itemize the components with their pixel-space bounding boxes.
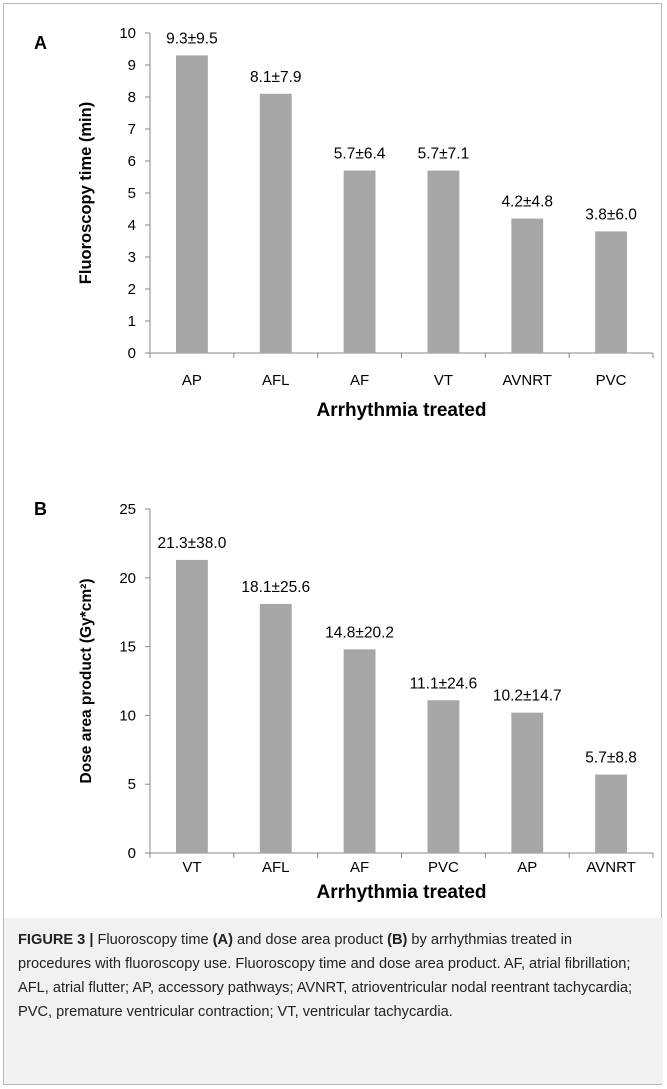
data-label-ap: 10.2±14.7 <box>493 688 562 705</box>
y-tick-label: 7 <box>128 121 136 138</box>
y-tick-label: 25 <box>119 501 136 518</box>
x-tick-label-vt: VT <box>182 859 201 876</box>
bar-vt <box>427 170 460 353</box>
chart-panel-b: B 0 5 10 15 20 25 21.3±38.0 VT 18.1±25.6 AFL 14.8±2… <box>34 499 654 903</box>
bar-af <box>343 649 376 853</box>
y-tick-label: 15 <box>119 639 136 656</box>
y-tick-label: 8 <box>128 89 136 106</box>
caption-text: by arrhythmias treated in procedures wit… <box>18 932 633 1020</box>
data-label-pvc: 3.8±6.0 <box>585 206 637 223</box>
data-label-vt: 5.7±7.1 <box>418 146 470 163</box>
x-tick-label-pvc: PVC <box>596 372 627 389</box>
data-label-avnrt: 4.2±4.8 <box>501 194 553 211</box>
caption-text: and dose area product <box>232 932 388 948</box>
data-label-af: 5.7±6.4 <box>334 146 386 163</box>
bar-pvc <box>595 231 628 353</box>
x-tick-label-afl: AFL <box>262 372 290 389</box>
y-tick-label: 10 <box>119 707 136 724</box>
x-tick-label-af: AF <box>350 372 369 389</box>
bar-afl <box>259 93 292 354</box>
figure-charts: A 0 1 2 3 4 5 6 7 8 9 10 9.3±9.5 AP 8.1±7.9 AFL 5.7±6.4 A… <box>34 25 654 903</box>
y-tick-label: 10 <box>119 25 136 42</box>
data-label-af: 14.8±20.2 <box>325 624 394 641</box>
x-tick-label-af: AF <box>350 859 369 876</box>
x-tick-label-vt: VT <box>434 372 453 389</box>
y-tick-label: 9 <box>128 57 136 74</box>
data-label-afl: 8.1±7.9 <box>250 69 302 86</box>
bar-avnrt <box>511 218 544 353</box>
y-tick-label: 0 <box>128 345 136 362</box>
bar-ap <box>511 712 544 853</box>
caption-panel-ref: (A) <box>212 932 233 948</box>
chart-panel-a: A 0 1 2 3 4 5 6 7 8 9 10 9.3±9.5 AP 8.1±7.9 AFL 5.7±6.4 A… <box>34 25 654 421</box>
y-axis-title: Fluoroscopy time (min) <box>77 102 95 284</box>
x-tick-label-pvc: PVC <box>428 859 459 876</box>
y-tick-label: 3 <box>128 249 136 266</box>
bar-ap <box>175 55 208 354</box>
x-tick-label-avnrt: AVNRT <box>586 859 635 876</box>
x-tick-label-avnrt: AVNRT <box>503 372 552 389</box>
figure-caption: FIGURE 3 | Fluoroscopy time (A) and dose… <box>4 918 663 1084</box>
y-tick-label: 6 <box>128 153 136 170</box>
panel-letter: A <box>34 33 47 53</box>
y-tick-label: 5 <box>128 776 136 793</box>
data-label-avnrt: 5.7±8.8 <box>585 750 637 767</box>
x-axis-title: Arrhythmia treated <box>317 882 487 903</box>
bar-af <box>343 170 376 353</box>
y-tick-label: 2 <box>128 281 136 298</box>
y-tick-label: 1 <box>128 313 136 330</box>
y-tick-label: 5 <box>128 185 136 202</box>
data-label-ap: 9.3±9.5 <box>166 30 218 47</box>
data-label-pvc: 11.1±24.6 <box>410 675 478 692</box>
figure-frame: A 0 1 2 3 4 5 6 7 8 9 10 9.3±9.5 AP 8.1±7.9 AFL 5.7±6.4 A… <box>3 3 663 1085</box>
caption-text: Fluoroscopy time <box>93 932 213 948</box>
x-axis-title: Arrhythmia treated <box>317 400 487 421</box>
y-tick-label: 0 <box>128 845 136 862</box>
panel-letter: B <box>34 499 47 519</box>
y-axis-title: Dose area product (Gy*cm²) <box>78 579 95 784</box>
data-label-afl: 18.1±25.6 <box>241 579 310 596</box>
figure-label: FIGURE 3 | <box>18 932 94 948</box>
y-tick-label: 20 <box>119 570 136 587</box>
x-tick-label-ap: AP <box>517 859 537 876</box>
bar-vt <box>175 559 208 853</box>
y-tick-label: 4 <box>128 217 136 234</box>
x-tick-label-afl: AFL <box>262 859 290 876</box>
bar-avnrt <box>595 774 628 853</box>
bar-afl <box>259 603 292 853</box>
x-tick-label-ap: AP <box>182 372 202 389</box>
caption-panel-ref: (B) <box>387 932 408 948</box>
bar-pvc <box>427 700 460 853</box>
data-label-vt: 21.3±38.0 <box>157 535 226 552</box>
